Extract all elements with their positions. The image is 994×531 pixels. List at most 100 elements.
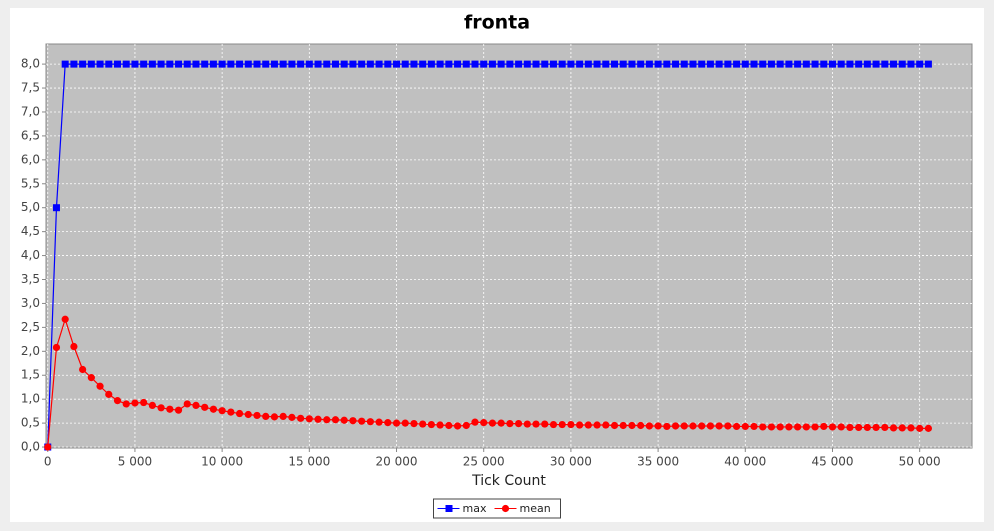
point xyxy=(584,60,592,68)
point xyxy=(794,423,802,431)
point xyxy=(87,60,95,68)
point xyxy=(732,422,741,431)
point xyxy=(750,60,758,68)
point xyxy=(776,60,784,68)
point xyxy=(645,422,653,430)
point xyxy=(488,419,497,427)
legend-label: mean xyxy=(520,502,551,515)
point xyxy=(61,60,69,68)
point xyxy=(148,60,156,68)
point xyxy=(811,423,819,431)
point xyxy=(445,60,453,68)
x-tick-label: 5 000 xyxy=(118,455,152,469)
point xyxy=(802,423,810,431)
legend-marker xyxy=(501,504,510,513)
point xyxy=(611,60,619,68)
point xyxy=(236,60,244,68)
point xyxy=(105,390,113,398)
chart-title: fronta xyxy=(464,12,530,34)
point xyxy=(898,424,906,432)
point xyxy=(175,60,183,68)
point xyxy=(706,422,715,430)
point xyxy=(419,60,427,68)
point xyxy=(619,421,627,430)
y-tick-label: 3,5 xyxy=(21,272,40,286)
y-tick-label: 8,0 xyxy=(21,57,40,71)
point xyxy=(366,60,374,68)
x-tick-label: 30 000 xyxy=(550,455,592,469)
point xyxy=(288,60,296,68)
point xyxy=(837,60,845,68)
x-tick-label: 35 000 xyxy=(637,455,679,469)
point xyxy=(907,60,915,68)
x-axis-label: Tick Count xyxy=(471,473,546,489)
point xyxy=(453,422,462,430)
point xyxy=(802,60,810,68)
point xyxy=(584,421,592,429)
y-tick-label: 1,0 xyxy=(21,392,40,406)
point xyxy=(227,60,235,68)
y-tick-label: 6,5 xyxy=(21,128,40,142)
point xyxy=(192,401,200,409)
point xyxy=(157,60,165,68)
point xyxy=(87,374,95,382)
point xyxy=(759,60,767,68)
point xyxy=(218,407,226,415)
point xyxy=(323,60,331,68)
point xyxy=(741,60,749,68)
point xyxy=(924,60,932,68)
point xyxy=(140,60,148,68)
point xyxy=(122,400,130,408)
point xyxy=(183,60,191,68)
point xyxy=(471,418,479,426)
point xyxy=(698,422,706,430)
point xyxy=(279,60,287,68)
point xyxy=(680,422,688,430)
x-tick-label: 45 000 xyxy=(811,455,853,469)
point xyxy=(663,60,671,68)
y-tick-label: 4,5 xyxy=(21,224,40,238)
point xyxy=(419,420,427,428)
point xyxy=(602,60,610,68)
point xyxy=(637,60,645,68)
point xyxy=(270,413,279,421)
point xyxy=(497,60,505,68)
y-tick-label: 1,5 xyxy=(21,368,40,382)
legend-label: max xyxy=(463,502,487,515)
point xyxy=(157,404,165,412)
point xyxy=(244,410,252,419)
point xyxy=(52,343,61,352)
point xyxy=(314,415,322,423)
point xyxy=(340,416,348,424)
point xyxy=(253,60,261,68)
point xyxy=(645,60,653,68)
point xyxy=(288,413,296,421)
point xyxy=(401,60,409,68)
point xyxy=(166,60,174,68)
point xyxy=(541,420,549,428)
point xyxy=(576,421,584,429)
point xyxy=(785,423,793,431)
point xyxy=(131,60,139,68)
point xyxy=(192,60,200,68)
point xyxy=(602,421,610,429)
point xyxy=(262,60,270,68)
y-tick-label: 4,0 xyxy=(21,248,40,262)
point xyxy=(70,60,78,68)
point xyxy=(514,419,523,428)
point xyxy=(480,60,488,68)
point xyxy=(715,422,723,430)
point xyxy=(846,60,854,68)
point xyxy=(619,60,627,68)
point xyxy=(105,60,113,68)
point xyxy=(785,60,793,68)
legend: max mean xyxy=(433,498,561,519)
point xyxy=(567,60,575,68)
x-tick-label: 20 000 xyxy=(376,455,418,469)
point xyxy=(724,60,732,68)
point xyxy=(392,419,401,427)
point xyxy=(637,421,645,430)
point xyxy=(828,60,836,68)
point xyxy=(384,419,392,427)
point xyxy=(462,421,470,430)
